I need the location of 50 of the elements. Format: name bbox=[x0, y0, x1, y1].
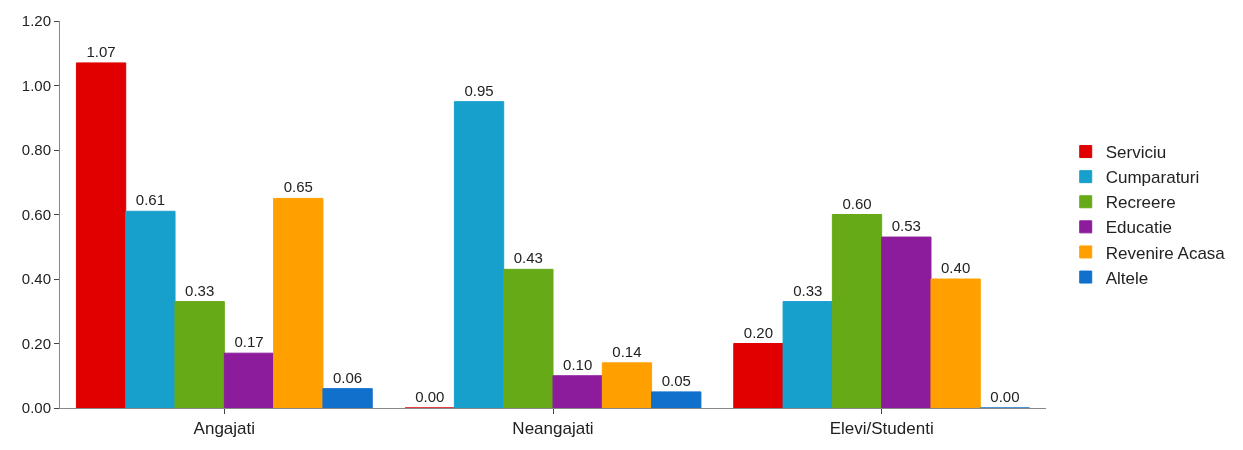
data-label: 0.33 bbox=[793, 281, 823, 299]
legend-label: Recreere bbox=[1105, 193, 1176, 213]
y-tick-label: 1.00 bbox=[21, 76, 51, 94]
y-tick-label: 0.60 bbox=[21, 205, 51, 223]
bar bbox=[831, 214, 883, 408]
data-label: 0.65 bbox=[283, 178, 313, 196]
bar bbox=[651, 391, 702, 408]
bar bbox=[782, 301, 833, 408]
bar bbox=[881, 236, 932, 408]
bar bbox=[601, 362, 653, 408]
data-label: 0.60 bbox=[842, 194, 872, 212]
data-label: 0.40 bbox=[941, 259, 971, 276]
data-label: 0.14 bbox=[612, 342, 642, 360]
data-label: 0.06 bbox=[332, 368, 363, 386]
x-tick-label: Neangajati bbox=[512, 419, 594, 439]
x-tick-label: Elevi/Studenti bbox=[829, 419, 934, 439]
legend-label: Cumparaturi bbox=[1105, 168, 1200, 188]
bar bbox=[503, 268, 554, 408]
y-tick-label: 0.80 bbox=[21, 141, 51, 159]
bar bbox=[273, 197, 324, 408]
data-label: 0.00 bbox=[415, 388, 445, 405]
y-tick-label: 0.00 bbox=[21, 399, 51, 417]
data-label: 0.43 bbox=[513, 249, 543, 267]
data-label: 0.17 bbox=[234, 333, 264, 351]
y-tick-label: 1.20 bbox=[21, 12, 51, 30]
data-label: 0.05 bbox=[661, 371, 691, 389]
bar bbox=[125, 210, 176, 408]
data-label: 0.10 bbox=[563, 355, 593, 373]
bar bbox=[453, 101, 505, 408]
bar bbox=[552, 375, 603, 408]
data-label: 0.20 bbox=[743, 323, 774, 341]
bar bbox=[174, 301, 225, 408]
bar bbox=[930, 278, 981, 408]
legend-label: Educatie bbox=[1105, 218, 1172, 238]
bar bbox=[223, 352, 275, 408]
data-label: 0.00 bbox=[990, 388, 1020, 405]
legend-label: Altele bbox=[1105, 268, 1149, 288]
data-label: 0.33 bbox=[185, 281, 215, 299]
legend-label: Serviciu bbox=[1105, 143, 1167, 163]
y-tick-label: 0.40 bbox=[21, 270, 51, 288]
data-label: 0.95 bbox=[464, 81, 494, 99]
data-label: 1.07 bbox=[86, 42, 116, 60]
bar bbox=[75, 62, 127, 408]
bar bbox=[322, 388, 373, 408]
data-label: 0.61 bbox=[135, 191, 165, 209]
data-label: 0.53 bbox=[891, 217, 921, 235]
x-tick-label: Angajati bbox=[193, 419, 256, 439]
legend-label: Revenire Acasa bbox=[1105, 243, 1226, 263]
y-tick-label: 0.20 bbox=[21, 334, 51, 352]
bar bbox=[733, 343, 784, 408]
